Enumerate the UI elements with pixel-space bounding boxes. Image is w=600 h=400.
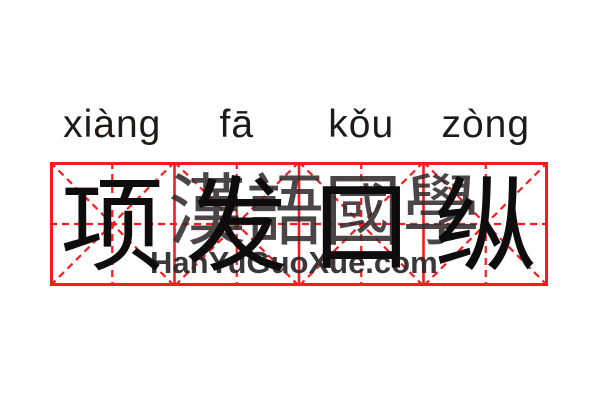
hanzi-character: 发 xyxy=(185,171,289,285)
watermark-cjk-character: 漢 xyxy=(168,168,247,255)
watermark-cjk: 漢 語 國 學 xyxy=(168,168,480,255)
hanzi-row: 项 发 口 纵 xyxy=(50,170,548,286)
pinyin-row: xiàng fā kǒu zòng xyxy=(50,100,548,152)
mi-zi-ge-grid xyxy=(50,162,548,286)
watermark-cjk-character: 語 xyxy=(246,168,325,255)
hanzi-character: 纵 xyxy=(434,171,538,285)
hanzi-character: 项 xyxy=(60,171,164,285)
watermark-cjk-character: 學 xyxy=(402,168,481,255)
watermark-cjk-character: 國 xyxy=(324,168,403,255)
pinyin-label: kǒu xyxy=(328,103,395,146)
pinyin-label: zòng xyxy=(441,103,531,146)
hanzi-character: 口 xyxy=(309,171,413,285)
pinyin-label: xiàng xyxy=(63,103,162,146)
pinyin-label: fā xyxy=(219,103,255,146)
watermark-url: HanYuGuoXue.com xyxy=(150,245,438,280)
